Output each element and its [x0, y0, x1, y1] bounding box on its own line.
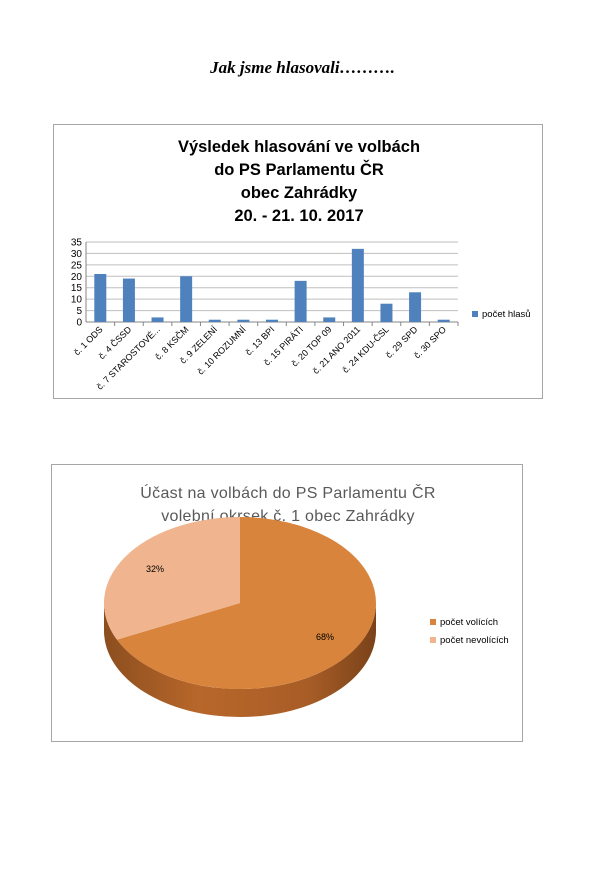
y-tick-label: 25: [71, 260, 83, 271]
bar-chart-title-line-4: 20. - 21. 10. 2017: [234, 207, 364, 225]
legend-item-pocet-nevolicich: počet nevolících: [430, 631, 509, 649]
legend-swatch: [472, 311, 478, 317]
bar: [180, 276, 193, 322]
bar: [294, 280, 307, 322]
bar: [94, 274, 107, 322]
bar-chart-title-line-3: obec Zahrádky: [240, 184, 358, 202]
pie-chart-title-line-1: Účast na volbách do PS Parlamentu ČR: [140, 485, 436, 502]
y-tick-label: 30: [71, 249, 83, 260]
legend-item-pocet-volicich: počet volících: [430, 613, 509, 631]
bar-chart-frame: Výsledek hlasování ve volbách do PS Parl…: [53, 124, 543, 399]
pie-slice: [116, 517, 377, 689]
legend-item-pocet-hlasu: počet hlasů: [472, 305, 531, 323]
pie-side-wall: [104, 603, 376, 717]
pie-data-label: 68%: [316, 632, 334, 642]
pie-chart-plot: 68% 32%: [103, 517, 377, 717]
y-tick-label: 35: [71, 238, 83, 249]
legend-swatch: [430, 619, 436, 625]
y-tick-label: 15: [71, 283, 83, 294]
legend-label: počet nevolících: [440, 634, 509, 646]
legend-label: počet volících: [440, 616, 499, 628]
bar-chart-title-line-2: do PS Parlamentu ČR: [214, 161, 384, 179]
y-tick-label: 10: [71, 295, 83, 306]
bar-chart-legend: počet hlasů: [472, 305, 531, 323]
bar: [122, 278, 135, 322]
y-tick-label: 5: [76, 306, 82, 317]
pie-chart-frame: Účast na volbách do PS Parlamentu ČR vol…: [51, 464, 523, 742]
pie-chart-legend: počet volících počet nevolících: [430, 613, 509, 649]
bar: [437, 319, 450, 322]
bar: [208, 319, 221, 322]
legend-label: počet hlasů: [482, 308, 531, 320]
bar: [266, 319, 278, 322]
page-heading: Jak jsme hlasovali……….: [210, 58, 395, 77]
bar: [380, 303, 393, 322]
bar-chart-title-line-1: Výsledek hlasování ve volbách: [177, 138, 421, 156]
bar: [151, 317, 164, 322]
y-tick-label: 0: [76, 318, 82, 329]
legend-swatch: [430, 637, 436, 643]
bar: [351, 248, 364, 322]
bar: [409, 292, 422, 322]
bar: [237, 319, 250, 322]
y-tick-label: 20: [71, 272, 83, 283]
pie-slice: [103, 517, 240, 640]
bar: [323, 317, 336, 322]
pie-data-label: 32%: [146, 564, 164, 574]
